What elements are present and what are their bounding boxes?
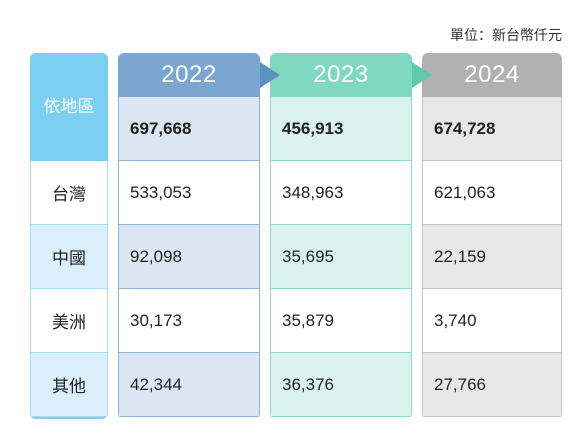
unit-note: 單位：新台幣仟元 <box>450 27 562 43</box>
year-column-2024: 2024 674,728 621,063 22,159 3,740 27,766 <box>422 53 562 419</box>
total-cell-2022: 697,668 <box>118 97 260 161</box>
value-cell: 22,159 <box>422 225 562 289</box>
year-header-2024: 2024 <box>422 53 562 97</box>
value-cell: 3,740 <box>422 289 562 353</box>
label-column: 依地區 台灣 中國 美洲 其他 <box>30 53 108 419</box>
year-column-2023: 2023 456,913 348,963 35,695 35,879 36,37… <box>270 53 412 419</box>
row-label-taiwan: 台灣 <box>30 161 108 225</box>
value-cell: 348,963 <box>270 161 412 225</box>
value-cell: 35,695 <box>270 225 412 289</box>
row-label-other: 其他 <box>30 353 108 417</box>
value-cell: 35,879 <box>270 289 412 353</box>
row-label-china: 中國 <box>30 225 108 289</box>
year-header-2022: 2022 <box>118 53 260 97</box>
row-header: 依地區 <box>30 53 108 161</box>
total-cell-2023: 456,913 <box>270 97 412 161</box>
row-label-americas: 美洲 <box>30 289 108 353</box>
arrow-right-icon <box>412 62 432 88</box>
value-cell: 27,766 <box>422 353 562 417</box>
value-cell: 30,173 <box>118 289 260 353</box>
value-cell: 36,376 <box>270 353 412 417</box>
value-cell: 42,344 <box>118 353 260 417</box>
value-cell: 621,063 <box>422 161 562 225</box>
value-cell: 533,053 <box>118 161 260 225</box>
arrow-right-icon <box>260 62 280 88</box>
year-column-2022: 2022 697,668 533,053 92,098 30,173 42,34… <box>118 53 260 419</box>
year-header-2023: 2023 <box>270 53 412 97</box>
value-cell: 92,098 <box>118 225 260 289</box>
total-cell-2024: 674,728 <box>422 97 562 161</box>
